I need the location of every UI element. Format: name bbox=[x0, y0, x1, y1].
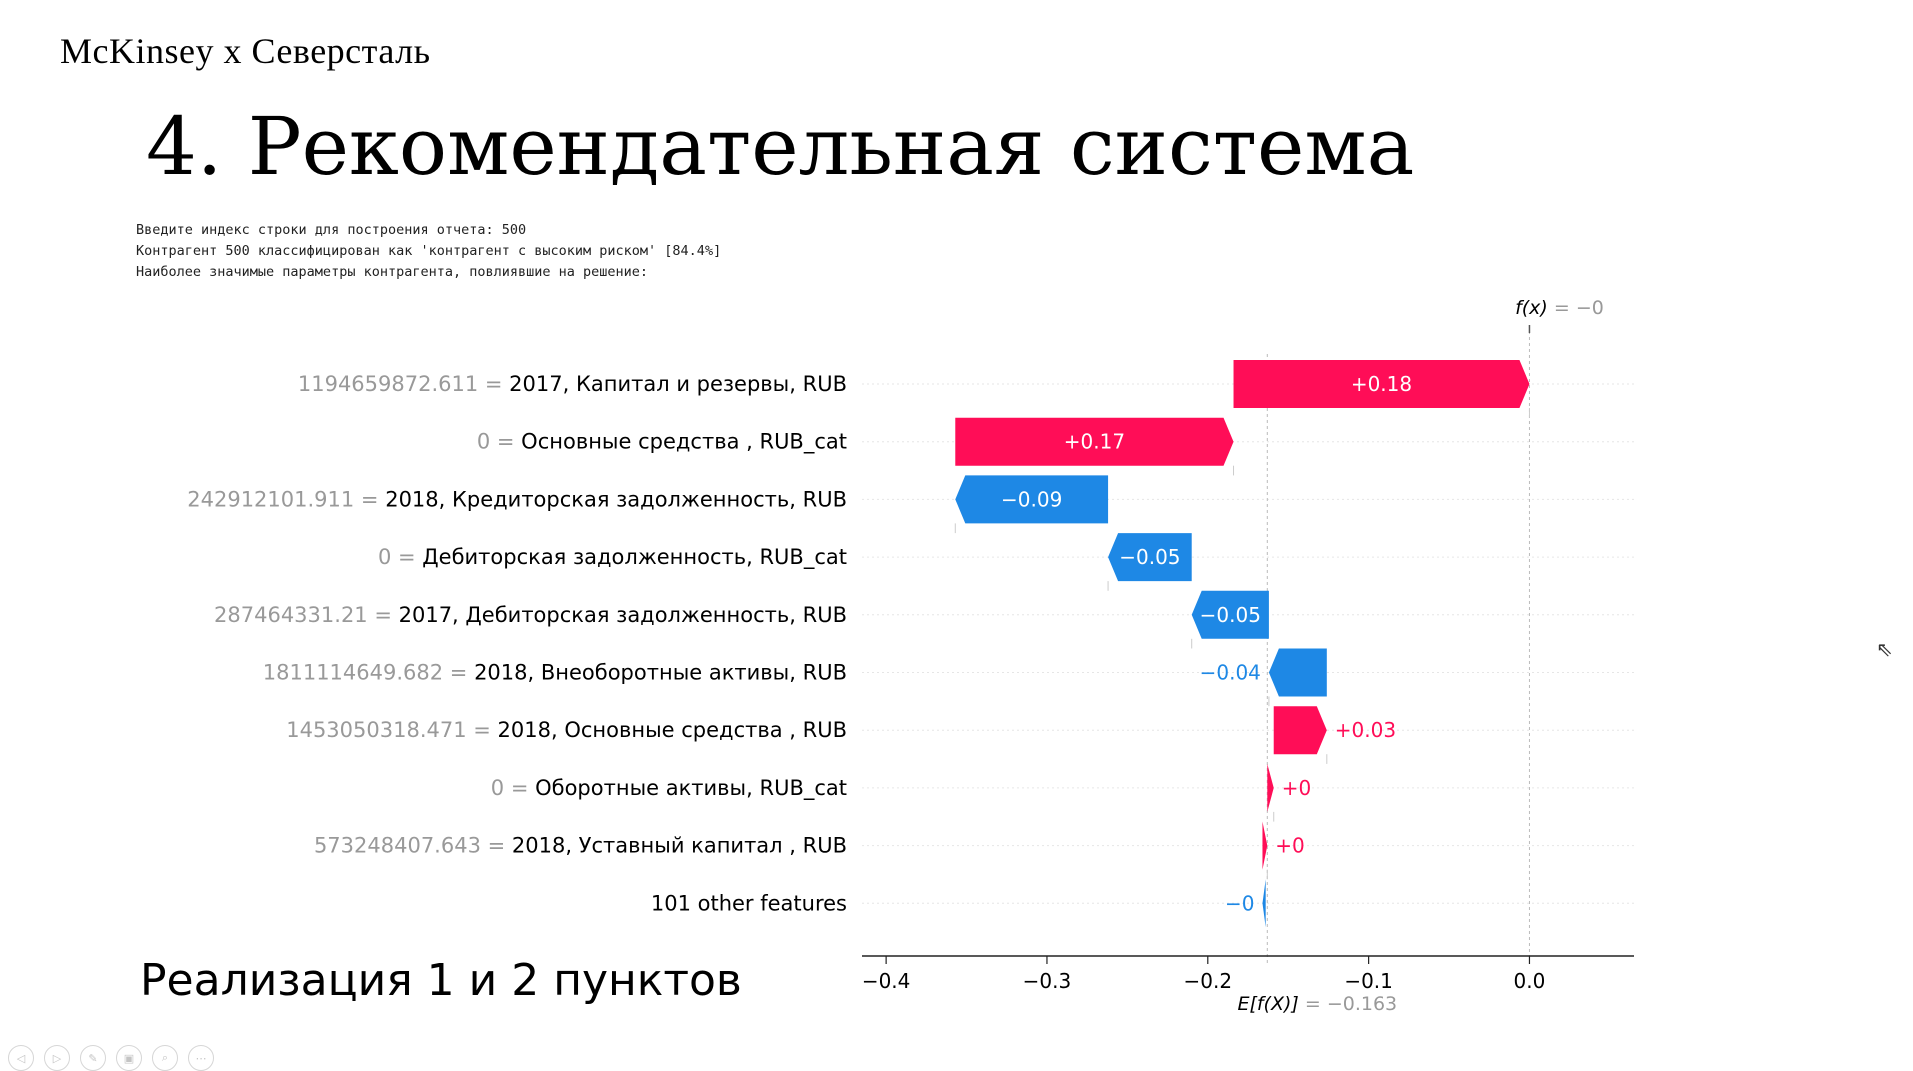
more-icon[interactable]: ⋯ bbox=[188, 1045, 214, 1071]
bar-value-label: −0.05 bbox=[1119, 545, 1180, 569]
bar-value-label: +0.17 bbox=[1064, 430, 1125, 454]
mouse-cursor-icon: ⇖ bbox=[1876, 637, 1893, 661]
console-line: Наиболее значимые параметры контрагента,… bbox=[136, 264, 649, 280]
efx-value: = −0.163 bbox=[1299, 993, 1397, 1015]
waterfall-bar bbox=[955, 475, 1109, 524]
bar-value-label: −0.09 bbox=[1001, 487, 1062, 511]
slide-subtitle: Реализация 1 и 2 пунктов bbox=[140, 955, 742, 1006]
feature-name: 2018, Внеоборотные активы, RUB bbox=[474, 661, 847, 685]
next-icon[interactable]: ▷ bbox=[44, 1045, 70, 1071]
bar-value-label: +0.18 bbox=[1351, 372, 1412, 396]
feature-label: 0 = Дебиторская задолженность, RUB_cat bbox=[378, 545, 847, 570]
feature-name: Дебиторская задолженность, RUB_cat bbox=[422, 545, 847, 570]
feature-name: 2017, Дебиторская задолженность, RUB bbox=[399, 603, 847, 627]
previous-icon[interactable]: ◁ bbox=[8, 1045, 34, 1071]
slideshow-toolbar: ◁ ▷ ✎ ▣ ⌕ ⋯ bbox=[8, 1045, 214, 1071]
console-output: Введите индекс строки для построения отч… bbox=[136, 220, 721, 283]
x-tick-label: −0.3 bbox=[1023, 969, 1072, 993]
feature-value: 0 = bbox=[477, 430, 521, 454]
y-labels: 1194659872.611 = 2017, Капитал и резервы… bbox=[187, 372, 847, 915]
fx-value: = −0 bbox=[1548, 297, 1604, 319]
x-axis: −0.4 −0.3 −0.2 −0.1 0.0 bbox=[862, 955, 1634, 993]
feature-value: 573248407.643 = bbox=[314, 834, 512, 858]
feature-label: 1194659872.611 = 2017, Капитал и резервы… bbox=[298, 372, 847, 396]
feature-name: 2018, Кредиторская задолженность, RUB bbox=[385, 487, 847, 511]
bar-value-label: +0 bbox=[1282, 776, 1311, 800]
feature-label: 1811114649.682 = 2018, Внеоборотные акти… bbox=[263, 661, 847, 685]
zoom-icon[interactable]: ⌕ bbox=[152, 1045, 178, 1071]
fx-annotation: f(x) = −0 bbox=[1515, 297, 1604, 319]
feature-value: 1194659872.611 = bbox=[298, 372, 509, 396]
efx-annotation: E[f(X)] = −0.163 bbox=[1237, 993, 1397, 1015]
waterfall-bar bbox=[1108, 533, 1192, 582]
bar-value-label: −0.04 bbox=[1200, 661, 1261, 685]
feature-label: 1453050318.471 = 2018, Основные средства… bbox=[286, 718, 847, 742]
slides-icon[interactable]: ▣ bbox=[116, 1045, 142, 1071]
pen-icon[interactable]: ✎ bbox=[80, 1045, 106, 1071]
x-tick-label: −0.4 bbox=[862, 969, 911, 993]
fx-label: f(x) bbox=[1515, 297, 1548, 319]
brand-header: McKinsey x Северсталь bbox=[60, 31, 431, 71]
waterfall-bar bbox=[1273, 706, 1327, 755]
bar-value-label: +0.03 bbox=[1335, 718, 1396, 742]
feature-label: 0 = Оборотные активы, RUB_cat bbox=[491, 776, 847, 801]
bar-value-label: +0 bbox=[1275, 834, 1304, 858]
x-tick-label: 0.0 bbox=[1514, 969, 1546, 993]
efx-label: E[f(X)] bbox=[1237, 993, 1298, 1015]
bars: +0.18 +0.17 −0.09 −0.05 −0.05 −0.04 +0.03 +0 +0 −… bbox=[954, 360, 1530, 928]
feature-value: 242912101.911 = bbox=[187, 487, 385, 511]
waterfall-bar bbox=[1268, 648, 1327, 697]
feature-value: 0 = bbox=[491, 776, 535, 800]
feature-name: Оборотные активы, RUB_cat bbox=[535, 776, 847, 801]
waterfall-bar bbox=[1267, 763, 1274, 812]
feature-name: 2017, Капитал и резервы, RUB bbox=[509, 372, 847, 396]
feature-label: 101 other features bbox=[651, 891, 847, 915]
feature-value: 1453050318.471 = bbox=[286, 718, 497, 742]
feature-name: 101 other features bbox=[651, 891, 847, 915]
waterfall-bar bbox=[1233, 360, 1530, 408]
feature-name: Основные средства , RUB_cat bbox=[521, 430, 847, 455]
waterfall-bar bbox=[1262, 821, 1268, 870]
feature-name: 2018, Основные средства , RUB bbox=[498, 718, 847, 742]
feature-value: 0 = bbox=[378, 545, 422, 569]
feature-label: 242912101.911 = 2018, Кредиторская задол… bbox=[187, 487, 847, 511]
bar-value-label: −0.05 bbox=[1200, 603, 1261, 627]
console-line: Контрагент 500 классифицирован как 'конт… bbox=[136, 243, 722, 259]
waterfall-bar bbox=[1262, 879, 1266, 928]
waterfall-bar bbox=[955, 417, 1234, 466]
waterfall-bar bbox=[1191, 590, 1269, 639]
console-line: Введите индекс строки для построения отч… bbox=[136, 222, 527, 238]
feature-label: 0 = Основные средства , RUB_cat bbox=[477, 430, 847, 455]
feature-value: 1811114649.682 = bbox=[263, 661, 474, 685]
feature-label: 287464331.21 = 2017, Дебиторская задолже… bbox=[214, 603, 847, 627]
x-tick-label: −0.2 bbox=[1184, 969, 1233, 993]
x-tick-label: −0.1 bbox=[1344, 969, 1393, 993]
feature-name: 2018, Уставный капитал , RUB bbox=[512, 834, 847, 858]
feature-label: 573248407.643 = 2018, Уставный капитал ,… bbox=[314, 834, 847, 858]
feature-value: 287464331.21 = bbox=[214, 603, 399, 627]
bar-value-label: −0 bbox=[1225, 891, 1254, 915]
slide-title: 4. Рекомендательная система bbox=[146, 100, 1415, 193]
